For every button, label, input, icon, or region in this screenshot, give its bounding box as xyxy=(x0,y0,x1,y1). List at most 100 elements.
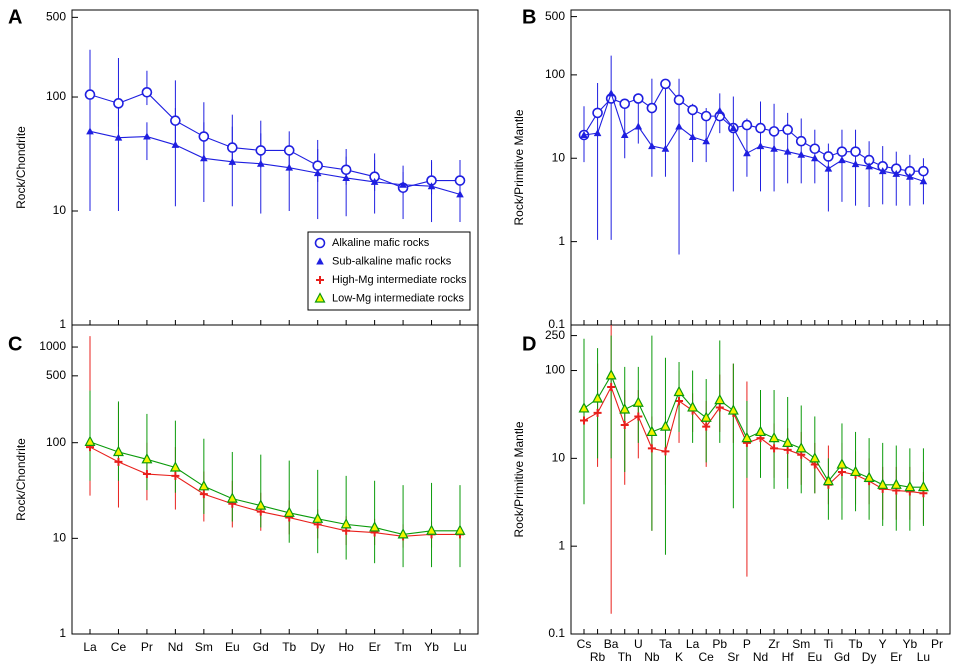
marker xyxy=(836,146,848,157)
x-tick-label: Lu xyxy=(453,640,466,654)
marker xyxy=(741,431,753,443)
x-tick-label: Th xyxy=(618,650,632,664)
marker xyxy=(783,445,792,454)
marker xyxy=(795,442,807,453)
marker xyxy=(768,126,780,137)
marker xyxy=(906,172,914,180)
x-tick-label: Ce xyxy=(699,650,715,664)
x-tick-label: Pr xyxy=(141,640,153,654)
marker xyxy=(661,447,670,456)
y-tick-label: 100 xyxy=(46,89,66,103)
marker xyxy=(822,474,834,486)
y-axis-label: Rock/Primitive Mantle xyxy=(512,109,526,225)
x-tick-label: La xyxy=(83,640,97,654)
x-tick-label: Gd xyxy=(834,650,850,664)
marker xyxy=(226,492,238,503)
marker xyxy=(727,404,739,415)
x-tick-label: U xyxy=(634,637,643,651)
y-tick-label: 500 xyxy=(46,10,66,24)
marker xyxy=(426,524,438,535)
marker xyxy=(634,122,643,130)
marker xyxy=(811,154,819,162)
x-tick-label: Cs xyxy=(577,637,592,651)
marker xyxy=(770,144,778,152)
marker xyxy=(198,480,210,491)
marker xyxy=(715,106,724,114)
marker xyxy=(795,135,807,147)
marker xyxy=(755,122,766,134)
marker xyxy=(904,480,916,492)
y-tick-label: 100 xyxy=(46,435,66,449)
marker xyxy=(580,131,588,139)
x-tick-label: Dy xyxy=(862,650,877,664)
marker xyxy=(660,78,671,90)
marker xyxy=(171,471,180,480)
marker xyxy=(369,521,381,532)
marker xyxy=(851,160,860,168)
marker xyxy=(255,145,267,156)
y-tick-label: 10 xyxy=(552,451,566,465)
marker xyxy=(340,164,352,176)
marker xyxy=(687,104,698,116)
marker xyxy=(837,467,846,476)
y-tick-label: 10 xyxy=(53,203,67,217)
marker xyxy=(702,137,710,145)
marker xyxy=(620,420,629,429)
x-tick-label: Sr xyxy=(727,650,739,664)
x-tick-label: Hf xyxy=(782,650,795,664)
marker xyxy=(714,393,726,405)
marker xyxy=(454,524,466,535)
y-tick-label: 500 xyxy=(545,9,565,23)
series-line xyxy=(89,446,460,537)
panel-label: C xyxy=(8,333,22,355)
marker xyxy=(782,124,793,136)
y-axis-label: Rock/Chondrite xyxy=(14,438,28,521)
marker xyxy=(592,107,603,119)
y-axis-label: Rock/Primitive Mantle xyxy=(512,421,526,537)
marker xyxy=(783,147,792,155)
marker xyxy=(809,452,821,463)
marker xyxy=(142,470,151,479)
y-tick-label: 1 xyxy=(558,234,565,248)
marker xyxy=(340,518,352,529)
plot-frame xyxy=(570,324,951,635)
marker xyxy=(454,175,466,186)
marker xyxy=(198,131,210,142)
y-tick-label: 1 xyxy=(59,317,66,331)
x-tick-label: Sm xyxy=(792,637,810,651)
marker xyxy=(456,190,464,198)
panel-label: D xyxy=(522,333,536,355)
marker xyxy=(171,140,180,148)
x-tick-label: Zr xyxy=(768,637,779,651)
marker xyxy=(199,490,208,499)
y-tick-label: 1 xyxy=(558,538,565,552)
marker xyxy=(314,237,326,249)
series-line xyxy=(89,130,461,195)
marker xyxy=(593,408,602,417)
x-tick-label: Gd xyxy=(253,640,269,654)
x-tick-label: Tb xyxy=(849,637,863,651)
marker xyxy=(228,157,237,165)
x-tick-label: Nd xyxy=(753,650,768,664)
marker xyxy=(729,124,738,132)
x-tick-label: Ba xyxy=(604,637,619,651)
panel-label: B xyxy=(522,6,536,28)
marker xyxy=(782,436,794,447)
x-tick-label: Nd xyxy=(168,640,183,654)
marker xyxy=(114,457,123,466)
marker xyxy=(809,143,821,155)
marker xyxy=(169,461,181,472)
marker xyxy=(285,163,294,171)
x-tick-label: Sm xyxy=(195,640,213,654)
y-tick-label: 1 xyxy=(59,626,66,640)
marker xyxy=(593,129,602,137)
marker xyxy=(370,177,379,185)
marker xyxy=(648,142,656,150)
y-tick-label: 10 xyxy=(53,531,67,545)
marker xyxy=(84,89,96,100)
marker xyxy=(141,453,153,464)
marker xyxy=(143,132,151,140)
marker xyxy=(823,151,834,162)
legend-label: High-Mg intermediate rocks xyxy=(332,274,467,286)
